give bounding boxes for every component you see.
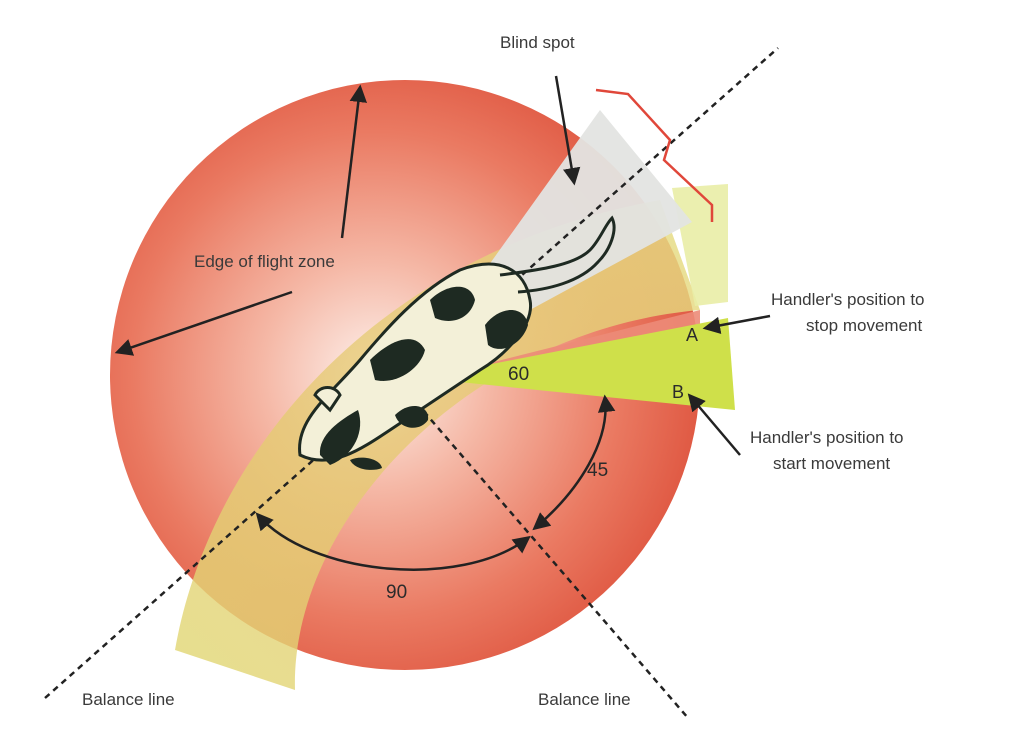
angle-45-arc xyxy=(532,394,616,531)
blind-spot-bracket xyxy=(595,88,714,222)
flight-zone-arrow-left xyxy=(114,290,293,356)
point-a-label: A xyxy=(686,325,698,345)
pressure-band xyxy=(175,200,700,690)
blind-spot-arrow xyxy=(554,75,581,186)
start-position-label-line1: Handler's position to xyxy=(750,428,904,447)
point-b-label: B xyxy=(672,382,684,402)
angle-90-label: 90 xyxy=(386,582,407,603)
balance-line-left-label: Balance line xyxy=(82,690,175,709)
balance-line-perpendicular xyxy=(394,377,689,719)
balance-line-right-label: Balance line xyxy=(538,690,631,709)
angle-90-arc xyxy=(255,512,531,571)
handler-stop-arrow xyxy=(702,314,771,335)
upper-handler-zone xyxy=(672,184,728,306)
start-position-label-line2: start movement xyxy=(773,454,890,473)
stop-wedge xyxy=(430,310,700,378)
handler-zone-wedge xyxy=(420,318,735,410)
stop-position-label-line1: Handler's position to xyxy=(771,290,925,309)
stop-position-label-line2: stop movement xyxy=(806,316,922,335)
handler-start-arrow xyxy=(687,393,741,456)
angle-45-label: 45 xyxy=(587,460,608,481)
flight-zone-arrow-up xyxy=(340,84,368,239)
angle-60-label: 60 xyxy=(508,364,529,385)
cow-icon xyxy=(298,215,616,470)
edge-of-flight-zone-label: Edge of flight zone xyxy=(194,252,335,271)
blind-spot-label: Blind spot xyxy=(500,33,575,52)
